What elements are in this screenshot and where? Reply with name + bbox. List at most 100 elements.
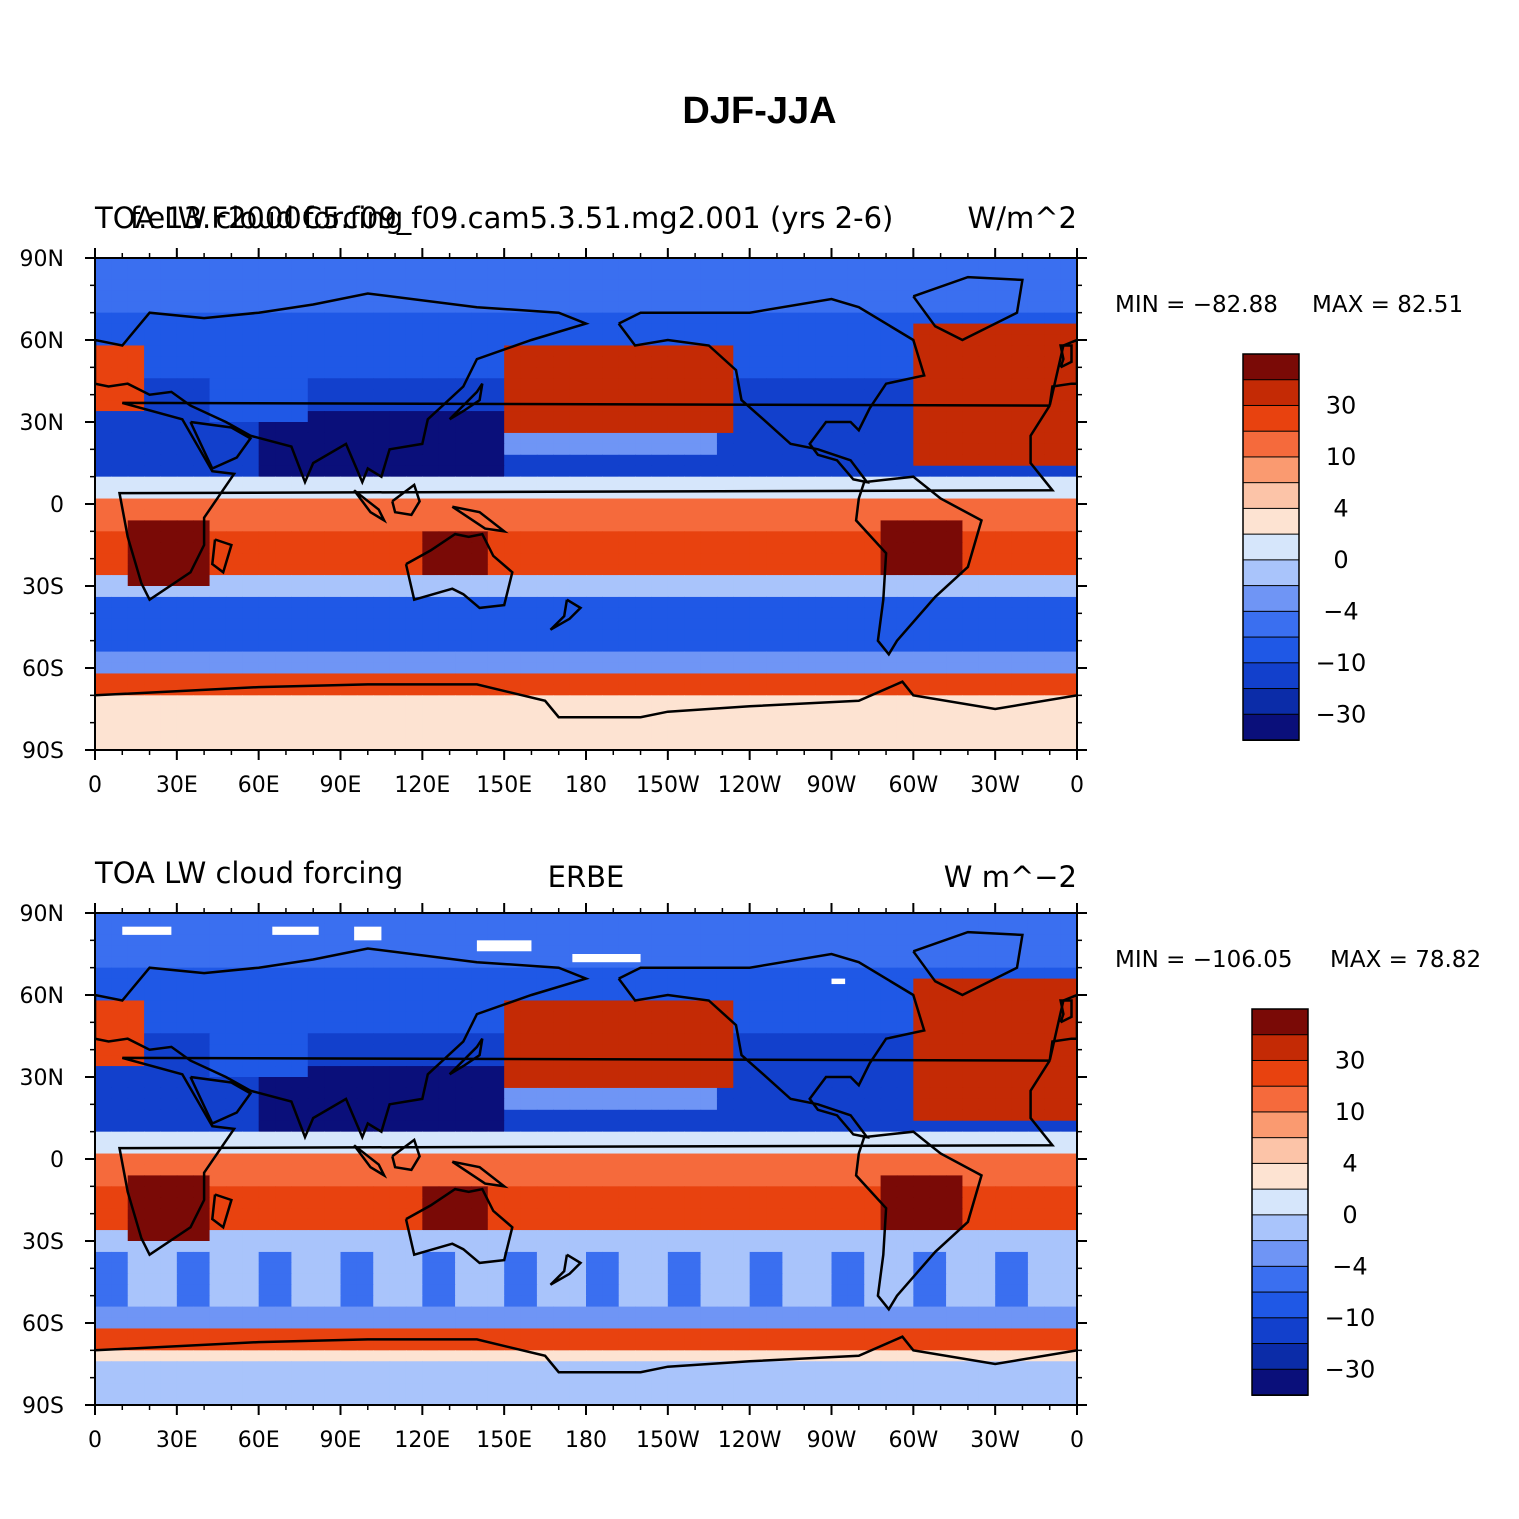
field-cell <box>160 717 178 729</box>
field-cell <box>504 564 522 576</box>
field-cell <box>471 586 489 598</box>
field-cell <box>782 1153 800 1166</box>
field-cell <box>225 1273 243 1286</box>
field-cell <box>798 553 816 565</box>
field-cell <box>782 432 800 445</box>
field-cell <box>242 378 260 390</box>
field-cell <box>586 1175 603 1187</box>
field-cell <box>307 1230 325 1242</box>
field-cell <box>1044 1241 1062 1253</box>
field-cell <box>831 956 849 969</box>
field-cell <box>324 934 342 947</box>
field-cell <box>144 1000 162 1012</box>
field-cell <box>586 1208 603 1220</box>
field-cell <box>978 978 996 991</box>
field-cell <box>504 432 522 445</box>
field-cell <box>176 1164 194 1176</box>
field-cell <box>340 1033 358 1045</box>
field-cell <box>798 673 816 685</box>
field-cell <box>160 1153 178 1166</box>
field-cell <box>389 279 407 292</box>
field-cell <box>618 279 636 292</box>
field-cell <box>864 1219 882 1231</box>
field-cell <box>471 640 489 653</box>
field-cell <box>438 945 456 958</box>
field-cell <box>144 1273 162 1286</box>
field-cell <box>127 1044 145 1056</box>
field-cell <box>553 1262 571 1275</box>
field-cell <box>536 967 554 980</box>
field-cell <box>782 1011 800 1023</box>
field-cell <box>389 934 407 947</box>
field-cell <box>946 268 964 281</box>
field-cell <box>1011 553 1029 565</box>
field-cell <box>373 268 391 281</box>
field-cell <box>536 498 554 511</box>
field-cell <box>258 607 276 620</box>
field-cell <box>962 662 980 675</box>
field-cell <box>438 454 456 467</box>
field-cell <box>193 1241 211 1253</box>
field-cell <box>340 989 358 1002</box>
field-cell <box>144 1262 162 1275</box>
field-cell <box>356 1273 374 1286</box>
field-cell <box>209 290 227 303</box>
field-cell <box>422 651 440 664</box>
field-cell <box>373 1262 391 1275</box>
field-cell <box>340 279 358 292</box>
field-cell <box>962 564 980 576</box>
field-cell <box>651 575 669 587</box>
field-cell <box>324 1011 342 1023</box>
field-cell <box>209 1098 227 1111</box>
field-cell <box>373 520 391 532</box>
field-cell <box>635 301 653 314</box>
field-cell <box>176 586 194 598</box>
field-cell <box>504 662 522 675</box>
field-cell <box>242 695 260 707</box>
field-cell <box>1011 596 1029 609</box>
field-cell <box>176 1208 194 1220</box>
field-cell <box>111 1000 129 1012</box>
field-cell <box>504 1175 522 1187</box>
field-cell <box>766 945 783 958</box>
field-cell <box>455 967 473 980</box>
field-cell <box>569 1273 587 1286</box>
field-cell <box>127 1077 145 1089</box>
field-cell <box>651 717 669 729</box>
field-cell <box>291 564 309 576</box>
field-cell <box>422 323 440 336</box>
field-cell <box>978 717 996 729</box>
field-cell <box>95 1022 112 1034</box>
field-cell <box>504 1011 522 1023</box>
field-cell <box>733 367 751 379</box>
field-cell <box>995 978 1013 991</box>
field-cell <box>782 629 800 642</box>
field-cell <box>209 1208 227 1220</box>
field-cell <box>95 1087 112 1100</box>
field-cell <box>815 717 833 729</box>
field-cell <box>422 923 440 936</box>
field-cell <box>258 1284 276 1297</box>
field-cell <box>324 443 342 456</box>
field-cell <box>176 1131 194 1144</box>
field-cell <box>111 1044 129 1056</box>
field-cell <box>864 1033 882 1045</box>
field-cell <box>1011 956 1029 969</box>
field-cell <box>798 629 816 642</box>
field-cell <box>111 618 129 631</box>
field-cell <box>586 356 603 368</box>
field-cell <box>733 334 751 347</box>
field-cell <box>798 542 816 554</box>
field-cell <box>520 1219 538 1231</box>
field-cell <box>144 967 162 980</box>
field-cell <box>962 312 980 325</box>
field-cell <box>422 1186 440 1198</box>
field-cell <box>766 345 783 357</box>
field-cell <box>831 1175 849 1187</box>
field-cell <box>716 334 734 347</box>
colorbar-label: −10 <box>1316 649 1367 677</box>
field-cell <box>209 443 227 456</box>
field-cell <box>847 923 865 936</box>
field-cell <box>389 651 407 664</box>
field-cell <box>1044 1000 1062 1012</box>
